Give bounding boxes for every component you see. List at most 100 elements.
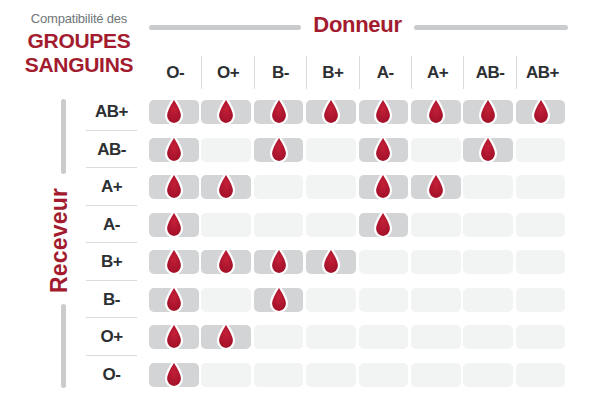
- matrix-cell: [149, 175, 199, 199]
- matrix-cell: [411, 213, 461, 237]
- matrix-cell: [411, 288, 461, 312]
- matrix-cell: [149, 250, 199, 274]
- blood-drop-icon: [424, 96, 448, 126]
- matrix-cell: [306, 363, 356, 387]
- receiver-type-label: B-: [86, 281, 137, 319]
- donor-type-label: O-: [149, 56, 201, 89]
- receiver-type-label: AB+: [86, 93, 137, 131]
- matrix-cell: [149, 325, 199, 349]
- blood-drop-icon: [267, 246, 291, 276]
- matrix-cell: [306, 288, 356, 312]
- blood-drop-icon: [214, 171, 238, 201]
- matrix-cell: [359, 250, 409, 274]
- matrix-cell: [306, 250, 356, 274]
- blood-drop-icon: [162, 359, 186, 389]
- title-block: Compatibilité des GROUPES SANGUINS: [16, 11, 142, 76]
- matrix-cell: [306, 175, 356, 199]
- matrix-cell: [201, 363, 251, 387]
- matrix-cell: [516, 288, 566, 312]
- blood-drop-icon: [267, 134, 291, 164]
- matrix-cell: [411, 325, 461, 349]
- matrix-cell: [359, 138, 409, 162]
- donor-type-label: AB+: [516, 56, 568, 89]
- matrix-cell: [411, 100, 461, 124]
- blood-drop-icon: [162, 246, 186, 276]
- matrix-cell: [359, 100, 409, 124]
- matrix-cell: [411, 138, 461, 162]
- blood-drop-icon: [162, 171, 186, 201]
- blood-drop-icon: [371, 96, 395, 126]
- matrix-cell: [306, 100, 356, 124]
- blood-drop-icon: [476, 96, 500, 126]
- receiver-type-label: B+: [86, 243, 137, 281]
- matrix-cell: [463, 138, 513, 162]
- matrix-cell: [516, 325, 566, 349]
- blood-drop-icon: [214, 246, 238, 276]
- matrix-cell: [149, 363, 199, 387]
- matrix-cell: [201, 175, 251, 199]
- matrix-cell: [306, 325, 356, 349]
- matrix-cell: [254, 213, 304, 237]
- matrix-cell: [149, 100, 199, 124]
- blood-drop-icon: [267, 284, 291, 314]
- blood-compatibility-infographic: Compatibilité des GROUPES SANGUINS Donne…: [0, 0, 600, 400]
- matrix-cell: [463, 175, 513, 199]
- matrix-cell: [516, 100, 566, 124]
- donor-type-label: B+: [306, 56, 358, 89]
- blood-drop-icon: [319, 246, 343, 276]
- matrix-cell: [254, 250, 304, 274]
- matrix-cell: [463, 100, 513, 124]
- matrix-cell: [516, 175, 566, 199]
- matrix-cell: [201, 100, 251, 124]
- matrix-cell: [254, 175, 304, 199]
- donor-type-label: A+: [411, 56, 463, 89]
- receiver-divider-bottom: [61, 304, 66, 388]
- matrix-cell: [201, 213, 251, 237]
- donor-type-label: B-: [254, 56, 306, 89]
- matrix-cell: [463, 363, 513, 387]
- blood-drop-icon: [476, 134, 500, 164]
- receiver-type-label: O+: [86, 318, 137, 356]
- matrix-cell: [359, 363, 409, 387]
- donor-type-label: AB-: [463, 56, 515, 89]
- donor-columns: O-O+B-B+A-A+AB-AB+: [149, 56, 568, 89]
- matrix-cell: [201, 138, 251, 162]
- donor-divider-left: [149, 25, 301, 30]
- matrix-cell: [516, 250, 566, 274]
- matrix-cell: [254, 325, 304, 349]
- blood-drop-icon: [162, 284, 186, 314]
- matrix-cell: [359, 213, 409, 237]
- title-line-1: GROUPES: [16, 29, 142, 53]
- donor-type-label: O+: [201, 56, 253, 89]
- matrix-cell: [359, 325, 409, 349]
- matrix-cell: [149, 138, 199, 162]
- donor-type-label: A-: [359, 56, 411, 89]
- receiver-rows: AB+AB-A+A-B+B-O+O-: [86, 93, 137, 393]
- blood-drop-icon: [371, 134, 395, 164]
- blood-drop-icon: [162, 134, 186, 164]
- matrix-cell: [149, 213, 199, 237]
- compatibility-grid: [149, 100, 565, 387]
- receiver-type-label: O-: [86, 356, 137, 394]
- matrix-cell: [254, 288, 304, 312]
- receiver-type-label: A-: [86, 206, 137, 244]
- receiver-type-label: AB-: [86, 131, 137, 169]
- matrix-cell: [516, 363, 566, 387]
- blood-drop-icon: [214, 96, 238, 126]
- matrix-cell: [463, 288, 513, 312]
- matrix-cell: [254, 363, 304, 387]
- blood-drop-icon: [162, 96, 186, 126]
- blood-drop-icon: [319, 96, 343, 126]
- blood-drop-icon: [267, 96, 291, 126]
- matrix-cell: [201, 288, 251, 312]
- title-line-2: SANGUINS: [16, 53, 142, 77]
- matrix-cell: [463, 325, 513, 349]
- blood-drop-icon: [162, 209, 186, 239]
- matrix-cell: [463, 250, 513, 274]
- matrix-cell: [516, 213, 566, 237]
- title-subtitle: Compatibilité des: [16, 11, 142, 26]
- matrix-cell: [411, 175, 461, 199]
- matrix-cell: [359, 288, 409, 312]
- receiver-divider-top: [61, 99, 66, 174]
- receiver-axis-label: Receveur: [46, 176, 73, 304]
